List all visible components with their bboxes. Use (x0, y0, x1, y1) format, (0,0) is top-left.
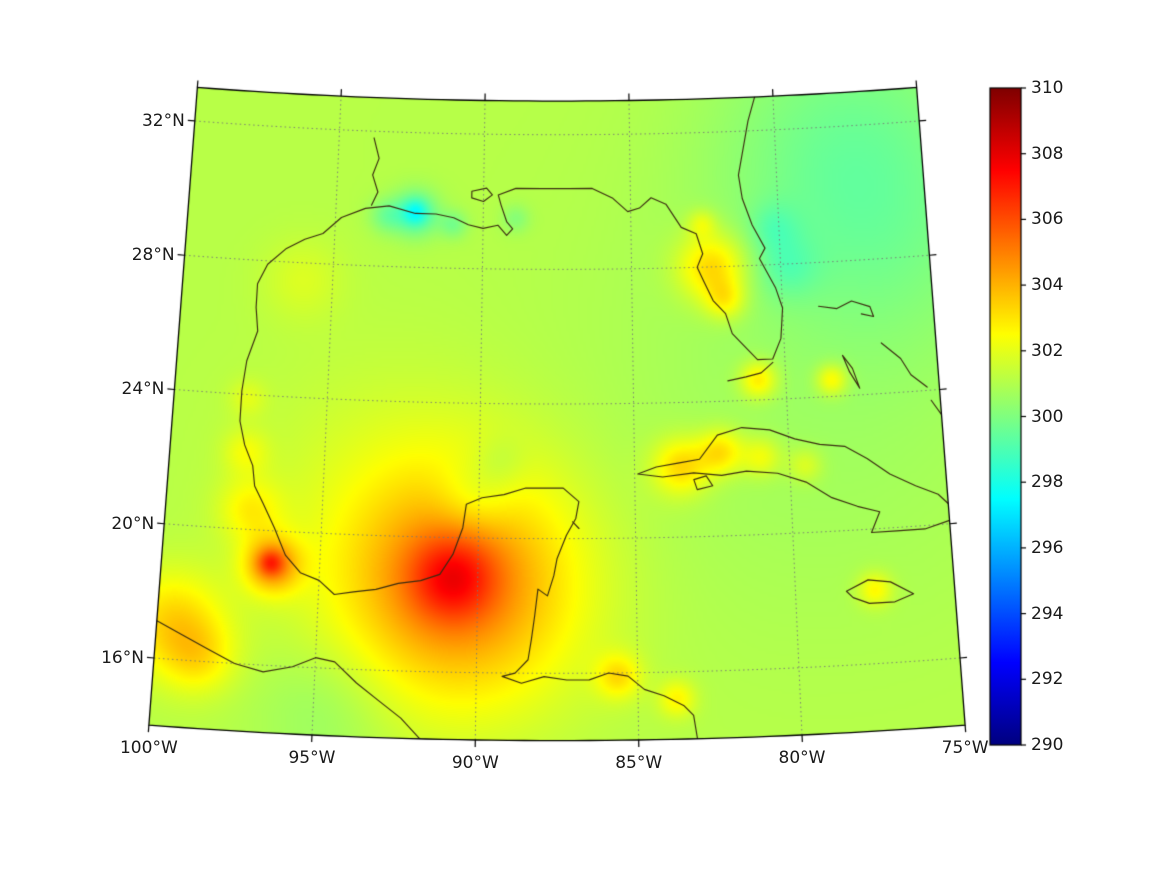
colorbar-tick-label: 292 (1031, 669, 1064, 690)
lat-tick-label: 24°N (121, 379, 165, 400)
colorbar-tick-label: 304 (1031, 275, 1064, 296)
lon-tick-label: 85°W (615, 752, 663, 773)
lon-tick-label: 100°W (119, 738, 178, 759)
lat-tick-label: 28°N (131, 245, 175, 266)
colorbar-tick-label: 310 (1031, 78, 1064, 98)
colorbar-tick-label: 294 (1031, 603, 1064, 624)
lat-tick-label: 32°N (141, 110, 185, 131)
colorbar-tick-label: 302 (1031, 340, 1064, 361)
lon-tick-label: 75°W (941, 738, 989, 759)
colorbar-tick-label: 290 (1031, 735, 1064, 755)
colorbar-tick-label: 296 (1031, 537, 1064, 558)
lat-tick-label: 16°N (101, 647, 144, 668)
colorbar-tick-label: 308 (1031, 143, 1064, 164)
lon-tick-label: 80°W (778, 748, 826, 769)
lat-tick-label: 20°N (111, 513, 155, 534)
lon-tick-label: 95°W (288, 748, 336, 769)
lon-tick-label: 90°W (451, 752, 499, 773)
colorbar-tick-label: 306 (1031, 209, 1064, 230)
colorbar-tick-label: 298 (1031, 472, 1064, 493)
colorbar-tick-label: 300 (1031, 406, 1064, 427)
